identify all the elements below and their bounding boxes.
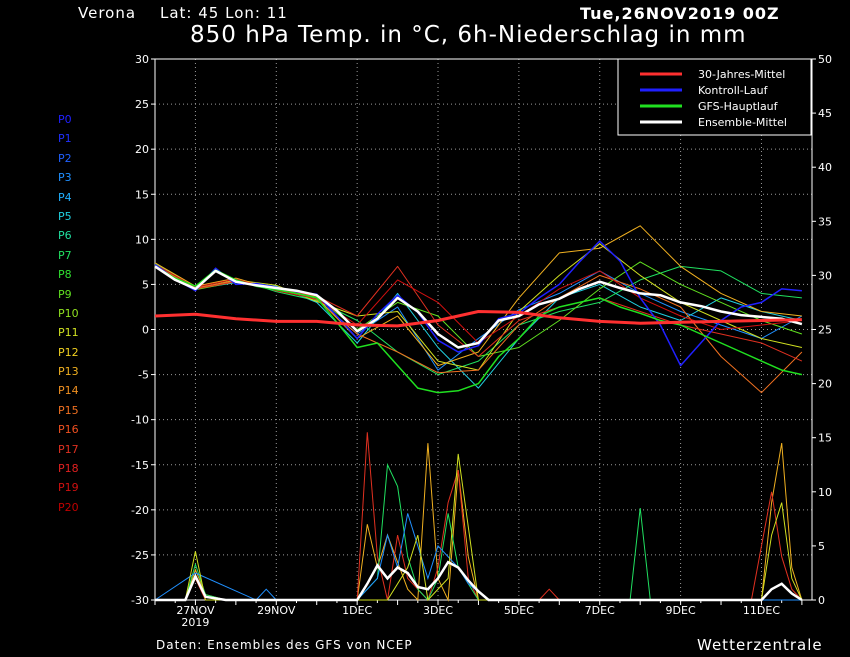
y-left-tick-label: -10 (131, 414, 149, 427)
x-tick-label: 9DEC (666, 604, 696, 617)
member-label: P12 (58, 345, 79, 359)
y-right-tick-label: 30 (818, 269, 832, 282)
y-left-tick-label: 0 (142, 324, 149, 337)
temperature-line (154, 310, 802, 328)
y-left-tick-label: 25 (135, 98, 149, 111)
y-right-tick-label: 50 (818, 53, 832, 66)
lat-lon: Lat: 45 Lon: 11 (160, 4, 288, 22)
y-right-tick-label: 45 (818, 107, 832, 120)
y-right-tick-label: 10 (818, 486, 832, 499)
y-right-tick-label: 5 (818, 540, 825, 553)
member-label: P20 (58, 500, 79, 514)
precip-line (155, 560, 803, 602)
ensemble-member-list: P0 P1 P2 P3 P4 P5 P6 P7 P8 P9 P10 P11 P12 P13 P14 P15 P1… (58, 110, 98, 517)
precip-line (155, 453, 803, 602)
y-left-tick-label: 10 (135, 233, 149, 246)
x-tick-label: 11DEC (743, 604, 780, 617)
x-tick-sublabel: 2019 (181, 616, 209, 629)
x-tick-label: 1DEC (342, 604, 372, 617)
x-tick-label: 29NOV (257, 604, 296, 617)
member-label: P13 (58, 365, 79, 379)
precip-line (155, 462, 802, 601)
x-tick-label: 5DEC (504, 604, 534, 617)
precip-line (155, 443, 803, 602)
y-right-tick-label: 15 (818, 432, 832, 445)
y-right-tick-label: 0 (818, 594, 825, 607)
temperature-line (154, 265, 803, 349)
y-right-tick-label: 40 (818, 161, 832, 174)
y-right-tick-label: 35 (818, 215, 832, 228)
temperature-line (154, 265, 803, 371)
y-left-tick-label: 20 (135, 143, 149, 156)
x-tick-label: 3DEC (423, 604, 453, 617)
member-label: P6 (58, 229, 72, 243)
y-right-tick-label: 20 (818, 378, 832, 391)
temperature-line (154, 264, 802, 344)
member-label: P3 (58, 171, 72, 185)
chart-title: 850 hPa Temp. in °C, 6h-Niederschlag in … (190, 22, 747, 48)
brand-name: Wetterzentrale (697, 636, 823, 654)
member-label: P2 (58, 151, 72, 165)
member-label: P16 (58, 423, 79, 437)
x-tick-label: 7DEC (585, 604, 615, 617)
y-left-tick-label: 15 (135, 188, 149, 201)
member-label: P4 (58, 190, 72, 204)
precip-line (155, 432, 803, 601)
member-label: P15 (58, 403, 79, 417)
member-label: P5 (58, 209, 72, 223)
legend-label: Ensemble-Mittel (698, 116, 787, 129)
member-label: P8 (58, 268, 72, 282)
legend-label: Kontroll-Lauf (698, 84, 769, 97)
member-label: P1 (58, 132, 72, 146)
precip-line (154, 513, 802, 601)
member-label: P11 (58, 326, 79, 340)
member-label: P17 (58, 442, 79, 456)
y-left-tick-label: -5 (138, 369, 149, 382)
legend-label: 30-Jahres-Mittel (698, 68, 785, 81)
data-source: Daten: Ensembles des GFS von NCEP (156, 638, 413, 652)
member-label: P9 (58, 287, 72, 301)
y-left-tick-label: 5 (142, 278, 149, 291)
member-label: P0 (58, 113, 72, 126)
member-label: P14 (58, 384, 79, 398)
legend-label: GFS-Hauptlauf (698, 100, 779, 113)
y-left-tick-label: -25 (131, 549, 149, 562)
y-left-tick-label: 30 (135, 53, 149, 66)
y-left-tick-label: -20 (131, 504, 149, 517)
location-name: Verona (78, 4, 137, 22)
member-label: P19 (58, 481, 79, 495)
temperature-line (154, 240, 802, 367)
x-tick-label: 27NOV (176, 604, 215, 617)
model-run-time: Tue,26NOV2019 00Z (580, 4, 780, 23)
y-right-tick-label: 25 (818, 324, 832, 337)
member-label: P18 (58, 462, 79, 476)
y-left-tick-label: -30 (131, 594, 149, 607)
y-left-tick-label: -15 (131, 459, 149, 472)
member-label: P10 (58, 306, 79, 320)
member-label: P7 (58, 248, 72, 262)
